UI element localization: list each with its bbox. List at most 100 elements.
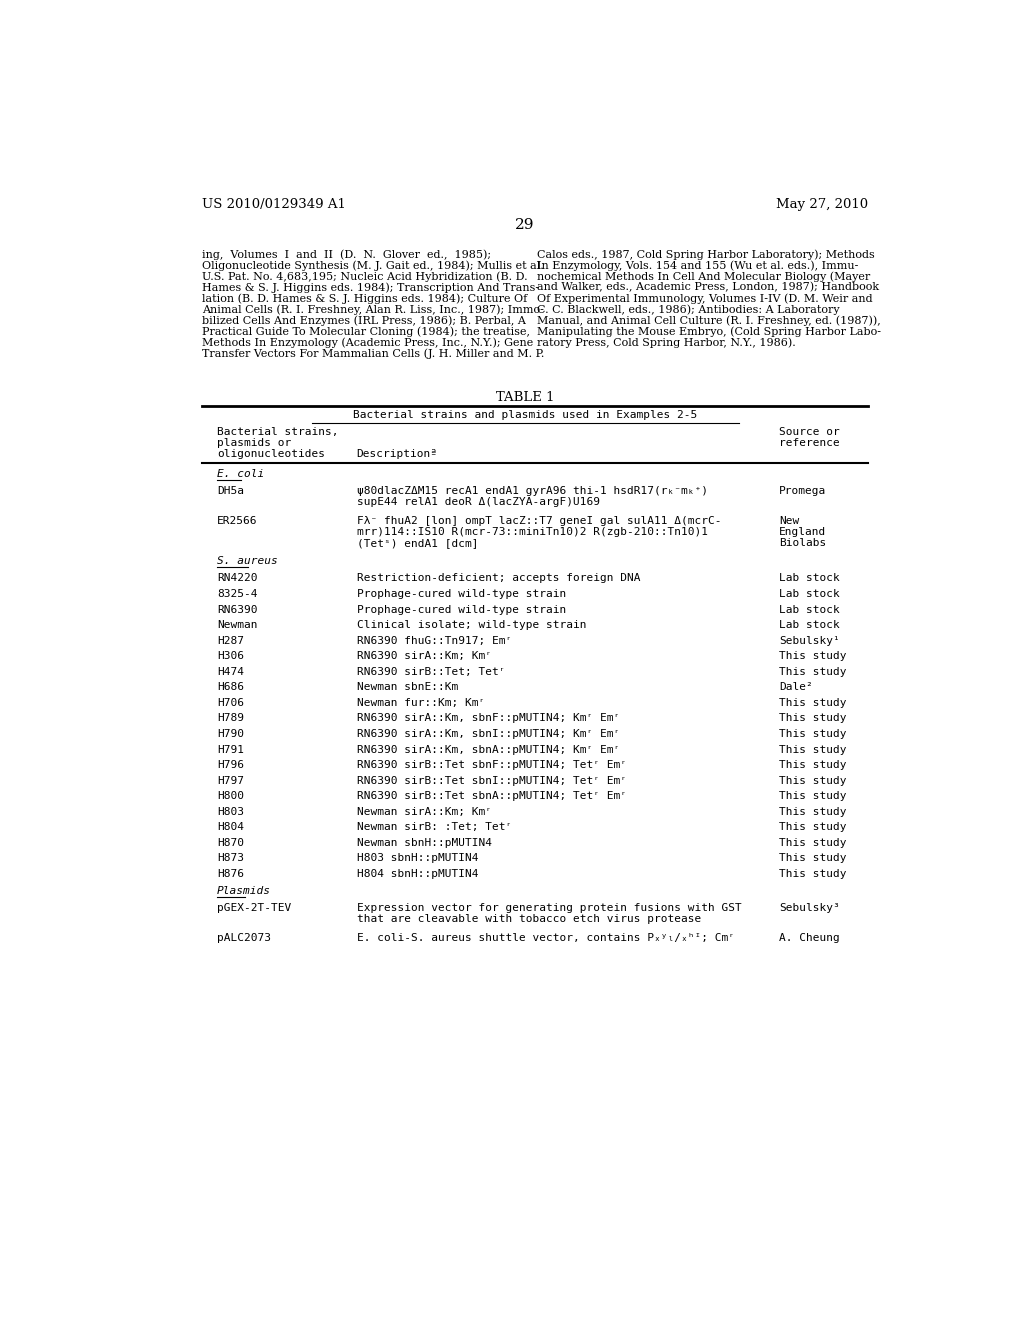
Text: Expression vector for generating protein fusions with GST: Expression vector for generating protein… bbox=[356, 903, 741, 913]
Text: E. coli-S. aureus shuttle vector, contains Pₓʸₗ/ₓʰᴵ; Cmʳ: E. coli-S. aureus shuttle vector, contai… bbox=[356, 933, 734, 942]
Text: nochemical Methods In Cell And Molecular Biology (Mayer: nochemical Methods In Cell And Molecular… bbox=[538, 272, 870, 282]
Text: Lab stock: Lab stock bbox=[779, 620, 840, 630]
Text: This study: This study bbox=[779, 776, 847, 785]
Text: Newman: Newman bbox=[217, 620, 258, 630]
Text: RN6390 sirB::Tet sbnI::pMUTIN4; Tetʳ Emʳ: RN6390 sirB::Tet sbnI::pMUTIN4; Tetʳ Emʳ bbox=[356, 776, 627, 785]
Text: Dale²: Dale² bbox=[779, 682, 813, 692]
Text: and Walker, eds., Academic Press, London, 1987); Handbook: and Walker, eds., Academic Press, London… bbox=[538, 282, 880, 293]
Text: In Enzymology, Vols. 154 and 155 (Wu et al. eds.), Immu-: In Enzymology, Vols. 154 and 155 (Wu et … bbox=[538, 260, 858, 271]
Text: C. C. Blackwell, eds., 1986); Antibodies: A Laboratory: C. C. Blackwell, eds., 1986); Antibodies… bbox=[538, 305, 840, 315]
Text: Hames & S. J. Higgins eds. 1984); Transcription And Trans-: Hames & S. J. Higgins eds. 1984); Transc… bbox=[202, 282, 539, 293]
Text: This study: This study bbox=[779, 744, 847, 755]
Text: H790: H790 bbox=[217, 729, 244, 739]
Text: reference: reference bbox=[779, 438, 840, 447]
Text: ing,  Volumes  I  and  II  (D.  N.  Glover  ed.,  1985);: ing, Volumes I and II (D. N. Glover ed.,… bbox=[202, 249, 490, 260]
Text: RN4220: RN4220 bbox=[217, 573, 258, 583]
Text: RN6390 sirA::Km; Kmʳ: RN6390 sirA::Km; Kmʳ bbox=[356, 651, 492, 661]
Text: H800: H800 bbox=[217, 791, 244, 801]
Text: New: New bbox=[779, 516, 800, 525]
Text: 8325-4: 8325-4 bbox=[217, 589, 258, 599]
Text: ψ80dlacZΔM15 recA1 endA1 gyrA96 thi-1 hsdR17(rₖ⁻mₖ⁺): ψ80dlacZΔM15 recA1 endA1 gyrA96 thi-1 hs… bbox=[356, 486, 708, 496]
Text: A. Cheung: A. Cheung bbox=[779, 933, 840, 942]
Text: Newman sbnH::pMUTIN4: Newman sbnH::pMUTIN4 bbox=[356, 838, 492, 847]
Text: This study: This study bbox=[779, 760, 847, 770]
Text: RN6390 sirA::Km, sbnI::pMUTIN4; Kmʳ Emʳ: RN6390 sirA::Km, sbnI::pMUTIN4; Kmʳ Emʳ bbox=[356, 729, 620, 739]
Text: H686: H686 bbox=[217, 682, 244, 692]
Text: Methods In Enzymology (Academic Press, Inc., N.Y.); Gene: Methods In Enzymology (Academic Press, I… bbox=[202, 338, 532, 348]
Text: Clinical isolate; wild-type strain: Clinical isolate; wild-type strain bbox=[356, 620, 586, 630]
Text: RN6390 sirB::Tet sbnA::pMUTIN4; Tetʳ Emʳ: RN6390 sirB::Tet sbnA::pMUTIN4; Tetʳ Emʳ bbox=[356, 791, 627, 801]
Text: (Tetˢ) endA1 [dcm]: (Tetˢ) endA1 [dcm] bbox=[356, 537, 478, 548]
Text: This study: This study bbox=[779, 791, 847, 801]
Text: This study: This study bbox=[779, 698, 847, 708]
Text: H804: H804 bbox=[217, 822, 244, 833]
Text: pGEX-2T-TEV: pGEX-2T-TEV bbox=[217, 903, 292, 913]
Text: H870: H870 bbox=[217, 838, 244, 847]
Text: Restriction-deficient; accepts foreign DNA: Restriction-deficient; accepts foreign D… bbox=[356, 573, 640, 583]
Text: supE44 relA1 deoR Δ(lacZYA-argF)U169: supE44 relA1 deoR Δ(lacZYA-argF)U169 bbox=[356, 498, 600, 507]
Text: Animal Cells (R. I. Freshney, Alan R. Liss, Inc., 1987); Immo-: Animal Cells (R. I. Freshney, Alan R. Li… bbox=[202, 305, 544, 315]
Text: RN6390 sirB::Tet; Tetʳ: RN6390 sirB::Tet; Tetʳ bbox=[356, 667, 505, 677]
Text: 29: 29 bbox=[515, 218, 535, 232]
Text: pALC2073: pALC2073 bbox=[217, 933, 271, 942]
Text: that are cleavable with tobacco etch virus protease: that are cleavable with tobacco etch vir… bbox=[356, 913, 700, 924]
Text: H873: H873 bbox=[217, 854, 244, 863]
Text: Fλ⁻ fhuA2 [lon] ompT lacZ::T7 geneI gal sulA11 Δ(mcrC-: Fλ⁻ fhuA2 [lon] ompT lacZ::T7 geneI gal … bbox=[356, 516, 721, 525]
Text: Promega: Promega bbox=[779, 486, 826, 496]
Text: Plasmids: Plasmids bbox=[217, 886, 271, 896]
Text: US 2010/0129349 A1: US 2010/0129349 A1 bbox=[202, 198, 345, 211]
Text: H797: H797 bbox=[217, 776, 244, 785]
Text: This study: This study bbox=[779, 854, 847, 863]
Text: Source or: Source or bbox=[779, 428, 840, 437]
Text: H474: H474 bbox=[217, 667, 244, 677]
Text: Sebulsky³: Sebulsky³ bbox=[779, 903, 840, 913]
Text: plasmids or: plasmids or bbox=[217, 438, 292, 447]
Text: bilized Cells And Enzymes (IRL Press, 1986); B. Perbal, A: bilized Cells And Enzymes (IRL Press, 19… bbox=[202, 315, 525, 326]
Text: H796: H796 bbox=[217, 760, 244, 770]
Text: This study: This study bbox=[779, 729, 847, 739]
Text: H706: H706 bbox=[217, 698, 244, 708]
Text: DH5a: DH5a bbox=[217, 486, 244, 496]
Text: RN6390 sirA::Km, sbnA::pMUTIN4; Kmʳ Emʳ: RN6390 sirA::Km, sbnA::pMUTIN4; Kmʳ Emʳ bbox=[356, 744, 620, 755]
Text: U.S. Pat. No. 4,683,195; Nucleic Acid Hybridization (B. D.: U.S. Pat. No. 4,683,195; Nucleic Acid Hy… bbox=[202, 272, 527, 282]
Text: This study: This study bbox=[779, 713, 847, 723]
Text: Descriptionª: Descriptionª bbox=[356, 449, 437, 458]
Text: H789: H789 bbox=[217, 713, 244, 723]
Text: H803: H803 bbox=[217, 807, 244, 817]
Text: E. coli: E. coli bbox=[217, 469, 264, 479]
Text: RN6390 sirB::Tet sbnF::pMUTIN4; Tetʳ Emʳ: RN6390 sirB::Tet sbnF::pMUTIN4; Tetʳ Emʳ bbox=[356, 760, 627, 770]
Text: Bacterial strains and plasmids used in Examples 2-5: Bacterial strains and plasmids used in E… bbox=[352, 411, 697, 420]
Text: Calos eds., 1987, Cold Spring Harbor Laboratory); Methods: Calos eds., 1987, Cold Spring Harbor Lab… bbox=[538, 249, 874, 260]
Text: Lab stock: Lab stock bbox=[779, 589, 840, 599]
Text: This study: This study bbox=[779, 807, 847, 817]
Text: mrr)114::IS10 R(mcr-73::miniTn10)2 R(zgb-210::Tn10)1: mrr)114::IS10 R(mcr-73::miniTn10)2 R(zgb… bbox=[356, 527, 708, 537]
Text: This study: This study bbox=[779, 838, 847, 847]
Text: Biolabs: Biolabs bbox=[779, 537, 826, 548]
Text: Newman sirA::Km; Kmʳ: Newman sirA::Km; Kmʳ bbox=[356, 807, 492, 817]
Text: RN6390 sirA::Km, sbnF::pMUTIN4; Kmʳ Emʳ: RN6390 sirA::Km, sbnF::pMUTIN4; Kmʳ Emʳ bbox=[356, 713, 620, 723]
Text: May 27, 2010: May 27, 2010 bbox=[776, 198, 868, 211]
Text: This study: This study bbox=[779, 667, 847, 677]
Text: Oligonucleotide Synthesis (M. J. Gait ed., 1984); Mullis et al.: Oligonucleotide Synthesis (M. J. Gait ed… bbox=[202, 260, 544, 271]
Text: H287: H287 bbox=[217, 636, 244, 645]
Text: Newman sbnE::Km: Newman sbnE::Km bbox=[356, 682, 458, 692]
Text: H876: H876 bbox=[217, 869, 244, 879]
Text: lation (B. D. Hames & S. J. Higgins eds. 1984); Culture Of: lation (B. D. Hames & S. J. Higgins eds.… bbox=[202, 293, 527, 304]
Text: RN6390 fhuG::Tn917; Emʳ: RN6390 fhuG::Tn917; Emʳ bbox=[356, 636, 512, 645]
Text: S. aureus: S. aureus bbox=[217, 556, 278, 566]
Text: ER2566: ER2566 bbox=[217, 516, 258, 525]
Text: Manual, and Animal Cell Culture (R. I. Freshney, ed. (1987)),: Manual, and Animal Cell Culture (R. I. F… bbox=[538, 315, 881, 326]
Text: Lab stock: Lab stock bbox=[779, 605, 840, 615]
Text: Prophage-cured wild-type strain: Prophage-cured wild-type strain bbox=[356, 589, 566, 599]
Text: Of Experimental Immunology, Volumes I-IV (D. M. Weir and: Of Experimental Immunology, Volumes I-IV… bbox=[538, 293, 872, 304]
Text: This study: This study bbox=[779, 869, 847, 879]
Text: TABLE 1: TABLE 1 bbox=[496, 391, 554, 404]
Text: oligonucleotides: oligonucleotides bbox=[217, 449, 326, 459]
Text: Practical Guide To Molecular Cloning (1984); the treatise,: Practical Guide To Molecular Cloning (19… bbox=[202, 326, 529, 337]
Text: H804 sbnH::pMUTIN4: H804 sbnH::pMUTIN4 bbox=[356, 869, 478, 879]
Text: H803 sbnH::pMUTIN4: H803 sbnH::pMUTIN4 bbox=[356, 854, 478, 863]
Text: H306: H306 bbox=[217, 651, 244, 661]
Text: This study: This study bbox=[779, 822, 847, 833]
Text: England: England bbox=[779, 527, 826, 537]
Text: RN6390: RN6390 bbox=[217, 605, 258, 615]
